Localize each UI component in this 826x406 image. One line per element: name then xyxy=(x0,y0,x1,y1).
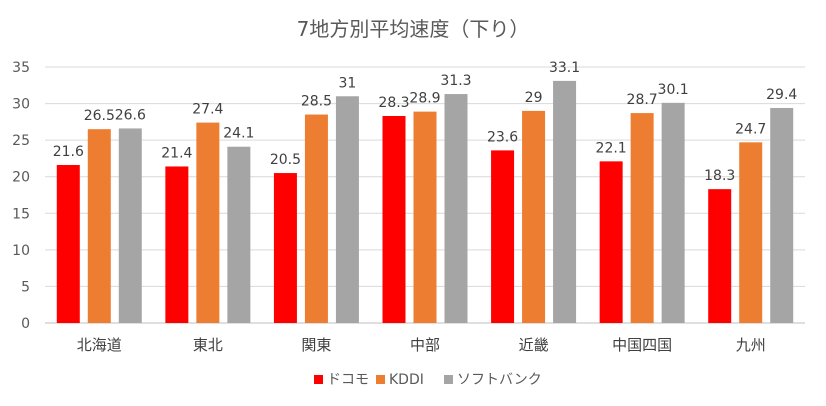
legend-label: ドコモ xyxy=(327,372,369,388)
data-label: 23.6 xyxy=(487,129,518,145)
bar xyxy=(770,107,794,324)
bar xyxy=(273,173,297,323)
y-tick-label: 5 xyxy=(21,279,30,295)
data-label: 22.1 xyxy=(596,140,627,156)
bar xyxy=(87,129,111,323)
bar xyxy=(165,166,189,323)
category-label: 中国四国 xyxy=(612,336,672,354)
bar xyxy=(444,94,468,323)
y-tick-label: 10 xyxy=(12,243,30,259)
category-label: 関東 xyxy=(301,336,331,354)
x-axis-categories: 北海道 東北 関東 中部 近畿 中国四国 九州 xyxy=(77,336,766,354)
legend-label: KDDI xyxy=(389,372,424,388)
bar xyxy=(739,142,763,323)
category-label: 中部 xyxy=(410,336,440,354)
data-label: 28.3 xyxy=(378,95,409,111)
y-tick-label: 30 xyxy=(12,97,30,113)
bar xyxy=(708,189,732,323)
data-label: 27.4 xyxy=(192,102,223,118)
data-label: 26.6 xyxy=(115,107,146,123)
bar xyxy=(553,80,577,323)
bar xyxy=(227,146,251,323)
bar xyxy=(661,102,685,323)
legend-swatch xyxy=(376,375,385,384)
bar xyxy=(413,111,437,323)
data-label: 29.4 xyxy=(766,87,797,103)
data-label: 28.9 xyxy=(409,91,440,107)
y-tick-label: 15 xyxy=(12,206,30,222)
legend: ドコモ KDDI ソフトバンク xyxy=(314,372,542,388)
category-label: 九州 xyxy=(736,336,766,354)
y-tick-label: 25 xyxy=(12,133,30,149)
category-label: 東北 xyxy=(193,336,223,354)
data-label: 28.7 xyxy=(627,92,658,108)
bar xyxy=(118,128,142,323)
data-label: 24.7 xyxy=(735,121,766,137)
legend-swatch xyxy=(444,375,453,384)
chart-title: 7地方別平均速度（下り） xyxy=(297,17,530,41)
data-label: 33.1 xyxy=(549,60,580,76)
legend-label: ソフトバンク xyxy=(457,372,542,388)
bar xyxy=(304,114,328,324)
category-label: 北海道 xyxy=(77,336,122,354)
bar xyxy=(196,122,220,324)
bar xyxy=(335,96,359,323)
bar xyxy=(56,165,80,323)
bars xyxy=(56,80,794,324)
legend-swatch xyxy=(314,375,323,384)
data-label: 30.1 xyxy=(658,82,689,98)
data-label: 26.5 xyxy=(84,108,115,124)
y-axis-ticks: 0 5 10 15 20 25 30 35 xyxy=(12,60,30,332)
y-tick-label: 0 xyxy=(21,316,30,332)
data-label: 31.3 xyxy=(440,73,471,89)
data-label: 21.6 xyxy=(53,144,84,160)
bar xyxy=(630,113,654,323)
data-label: 24.1 xyxy=(223,126,254,142)
bar xyxy=(599,161,623,323)
bar xyxy=(382,116,406,324)
bar xyxy=(491,150,515,323)
y-tick-label: 35 xyxy=(12,60,30,76)
data-label: 28.5 xyxy=(301,94,332,110)
data-label: 29 xyxy=(525,90,543,106)
data-label: 31 xyxy=(339,75,357,91)
data-label: 21.4 xyxy=(161,145,192,161)
data-label: 20.5 xyxy=(270,152,301,168)
data-label: 18.3 xyxy=(704,168,735,184)
bar xyxy=(522,110,546,323)
category-label: 近畿 xyxy=(519,336,549,354)
y-tick-label: 20 xyxy=(12,170,30,186)
